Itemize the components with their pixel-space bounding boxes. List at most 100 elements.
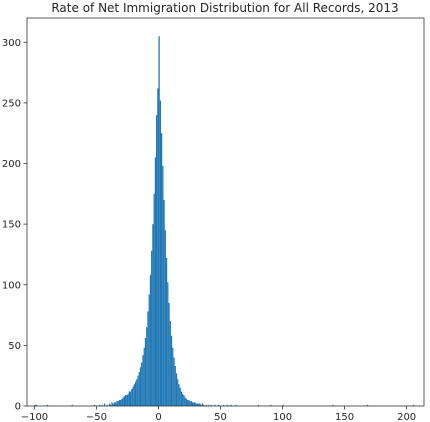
histogram-bar — [189, 401, 191, 406]
y-tick-label: 300 — [2, 38, 21, 49]
histogram-bar — [195, 403, 197, 406]
chart-title: Rate of Net Immigration Distribution for… — [51, 1, 398, 15]
histogram-bar — [159, 100, 161, 406]
histogram-bar — [185, 398, 188, 406]
x-tick-label: 50 — [214, 412, 227, 422]
histogram-bars — [34, 36, 415, 407]
histogram-bar — [169, 321, 171, 407]
histogram-bar — [184, 397, 186, 406]
histogram-bar — [200, 404, 202, 406]
histogram-bar — [152, 224, 154, 407]
histogram-bar — [165, 258, 168, 406]
histogram-bar — [412, 404, 415, 406]
y-tick-label: 0 — [15, 402, 21, 413]
histogram-bar — [144, 338, 147, 406]
histogram-bar — [178, 384, 180, 406]
histogram-bar — [230, 404, 232, 406]
histogram-bar — [146, 327, 148, 406]
histogram-bar — [173, 357, 175, 406]
histogram-bar — [133, 384, 135, 406]
histogram-bar — [158, 36, 160, 406]
histogram-bar — [208, 404, 210, 406]
histogram-bar — [134, 381, 137, 406]
x-tick-label: 200 — [397, 412, 416, 422]
histogram-bar — [113, 402, 116, 406]
histogram-bar — [192, 402, 194, 406]
histogram-bar — [129, 391, 132, 406]
histogram-bar — [111, 402, 113, 406]
histogram-bar — [112, 403, 114, 406]
histogram-bar — [198, 403, 200, 406]
histogram-bar — [194, 402, 196, 406]
histogram-bar — [98, 404, 101, 406]
histogram-bar — [154, 157, 157, 406]
histogram-bar — [153, 193, 155, 406]
x-tick-label: −100 — [21, 412, 48, 422]
histogram-bar — [143, 347, 145, 406]
histogram-bar — [127, 393, 129, 407]
histogram-bar — [218, 404, 220, 406]
histogram-bar — [201, 403, 204, 406]
histogram-bar — [175, 373, 178, 406]
histogram-bar — [205, 404, 207, 406]
histogram-bar — [190, 401, 192, 406]
histogram-bar — [157, 88, 159, 406]
histogram-bar — [183, 395, 185, 406]
histogram-bar — [103, 403, 106, 406]
histogram-bar — [196, 403, 199, 406]
histogram-bar — [162, 165, 164, 406]
y-tick-label: 150 — [2, 220, 21, 231]
histogram-bar — [182, 393, 184, 407]
histogram-bar — [187, 399, 189, 406]
histogram-bar — [71, 404, 73, 406]
histogram-bar — [282, 404, 284, 406]
histogram-bar — [167, 282, 169, 406]
histogram-bar — [203, 404, 205, 406]
histogram-bar — [188, 399, 190, 406]
x-tick-label: −50 — [86, 412, 107, 422]
histogram-bar — [136, 379, 138, 406]
histogram-bar — [170, 335, 173, 406]
histogram-bar — [164, 230, 166, 406]
x-tick-label: 0 — [155, 412, 161, 422]
y-tick-label: 50 — [8, 341, 21, 352]
histogram-bar — [270, 404, 272, 406]
histogram-bar — [117, 401, 119, 406]
histogram-bar — [179, 387, 181, 406]
histogram-bar — [120, 399, 122, 406]
histogram-bar — [180, 391, 183, 406]
x-tick-label: 100 — [273, 412, 292, 422]
histogram-bar — [156, 115, 158, 406]
histogram-bar — [257, 404, 259, 406]
histogram-bar — [174, 365, 176, 406]
y-tick-label: 100 — [2, 280, 21, 291]
histogram-bar — [147, 311, 149, 406]
histogram-bar — [122, 397, 124, 406]
histogram-bar — [366, 404, 369, 406]
histogram-bar — [115, 402, 117, 406]
y-tick-label: 200 — [2, 159, 21, 170]
plot-frame — [26, 17, 425, 407]
histogram-bar — [137, 375, 139, 406]
histogram-bar — [106, 404, 108, 406]
histogram-bar — [142, 355, 144, 406]
histogram-bar — [128, 391, 130, 406]
histogram-bar — [139, 367, 142, 406]
histogram-bar — [223, 404, 225, 406]
histogram-bar — [116, 401, 118, 406]
x-axis: −100 −50 0 50 100 150 200 — [21, 406, 416, 422]
histogram-bar — [148, 294, 150, 406]
histogram-bar — [214, 404, 216, 406]
histogram-bar — [172, 347, 174, 406]
histogram-bar — [193, 402, 195, 406]
histogram-bar — [168, 302, 170, 406]
histogram-bar — [160, 133, 163, 406]
x-tick-label: 150 — [335, 412, 354, 422]
histogram-bar — [108, 403, 111, 406]
histogram-bar — [123, 396, 126, 406]
histogram-bar — [151, 250, 153, 406]
histogram-bar — [118, 399, 121, 406]
histogram-bar — [226, 404, 228, 406]
histogram-bar — [121, 398, 123, 406]
